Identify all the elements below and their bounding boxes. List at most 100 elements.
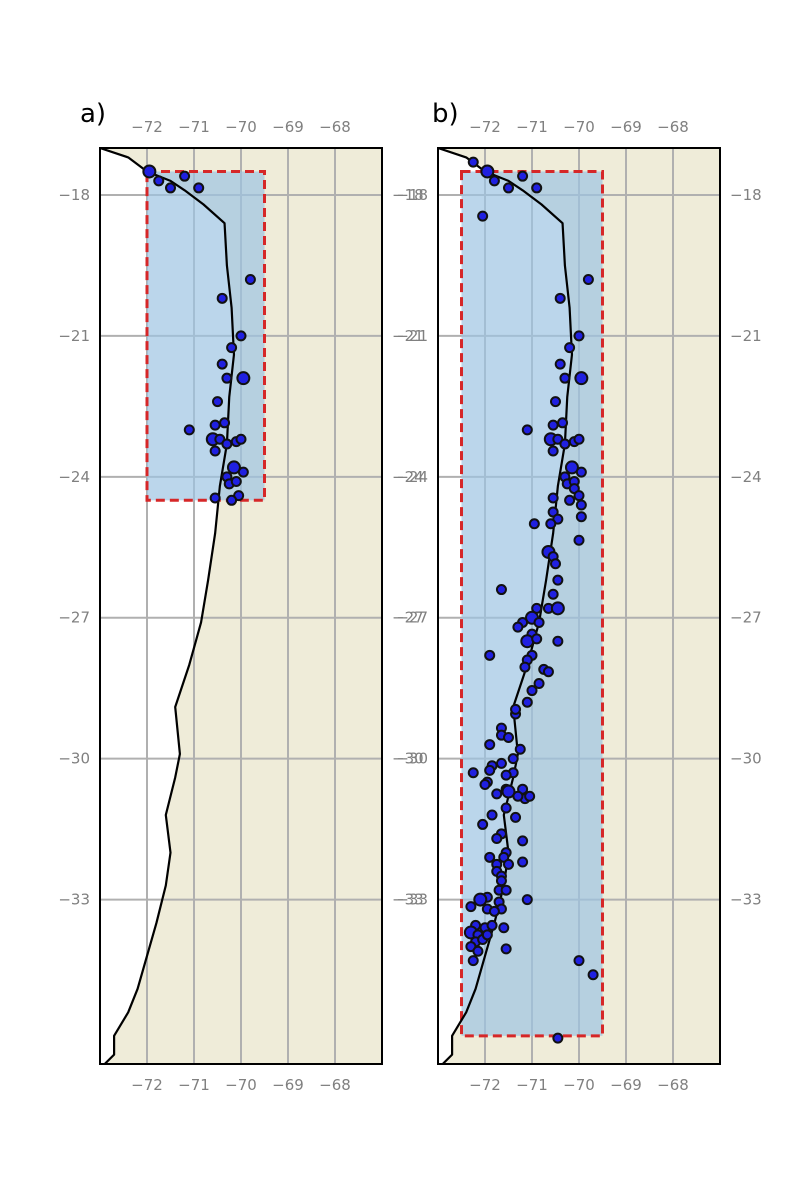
earthquake-marker: [524, 790, 536, 802]
earthquake-marker: [193, 182, 205, 194]
earthquake-marker: [574, 371, 589, 386]
earthquake-marker: [559, 438, 571, 450]
lat-tick-label-right: −21: [730, 327, 762, 345]
earthquake-marker: [557, 417, 569, 429]
earthquake-marker: [491, 788, 503, 800]
coastline: [100, 148, 236, 1064]
lat-tick-label-right: −30: [392, 750, 424, 768]
lat-tick-label-right: −21: [392, 327, 424, 345]
earthquake-marker: [587, 969, 599, 981]
lat-tick-label-right: −33: [392, 891, 424, 909]
lon-tick-label-bottom: −72: [131, 1076, 163, 1094]
earthquake-marker: [503, 732, 514, 744]
earthquake-marker: [550, 558, 561, 570]
earthquake-marker: [216, 292, 228, 304]
earthquake-marker: [564, 460, 579, 475]
map-body: [100, 148, 382, 1064]
lon-tick-label-top: −71: [178, 118, 210, 136]
earthquake-marker: [512, 621, 524, 633]
earthquake-marker: [517, 856, 529, 868]
earthquake-marker: [477, 818, 489, 830]
lat-tick-label-left: −33: [396, 891, 428, 909]
earthquake-marker: [495, 875, 507, 887]
earthquake-marker: [479, 779, 491, 791]
earthquake-marker: [575, 511, 587, 523]
earthquake-marker: [500, 769, 512, 781]
earthquake-marker: [573, 534, 585, 546]
earthquake-marker: [142, 164, 157, 179]
earthquake-marker: [209, 445, 221, 457]
earthquake-marker: [212, 396, 223, 408]
lon-tick-label-bottom: −71: [516, 1076, 548, 1094]
earthquake-marker: [235, 330, 247, 342]
earthquake-marker: [179, 170, 191, 182]
earthquake-marker: [547, 588, 559, 600]
earthquake-marker: [517, 170, 529, 182]
lat-tick-label-right: −30: [730, 750, 762, 768]
lon-tick-label-bottom: −70: [563, 1076, 595, 1094]
earthquake-marker: [237, 466, 249, 478]
earthquake-marker: [520, 634, 535, 649]
lon-tick-label-top: −68: [319, 118, 351, 136]
earthquake-marker: [533, 678, 545, 690]
earthquake-marker: [575, 499, 587, 511]
lat-tick-label-left: −24: [396, 468, 428, 486]
lat-tick-label-right: −24: [392, 468, 424, 486]
lon-tick-label-top: −71: [516, 118, 548, 136]
earthquake-marker: [467, 955, 479, 967]
earthquake-marker: [545, 518, 557, 530]
earthquake-marker: [500, 802, 512, 814]
earthquake-marker: [564, 494, 576, 506]
lon-tick-label-top: −70: [563, 118, 595, 136]
earthquake-marker: [477, 210, 489, 222]
lat-tick-label-left: −27: [396, 609, 428, 627]
earthquake-marker: [575, 466, 587, 478]
lat-tick-label-left: −33: [58, 891, 90, 909]
study-region-box: [460, 169, 604, 1038]
earthquake-marker: [559, 372, 571, 384]
earthquake-marker: [488, 905, 500, 917]
coastline: [438, 148, 574, 1064]
lat-tick-label-left: −30: [58, 750, 90, 768]
earthquake-marker: [484, 739, 496, 751]
earthquake-marker: [165, 182, 176, 194]
earthquake-marker: [550, 601, 565, 616]
earthquake-marker: [486, 809, 498, 821]
earthquake-marker: [226, 494, 238, 506]
lat-tick-label-left: −18: [58, 186, 90, 204]
earthquake-marker: [244, 274, 256, 286]
lon-tick-label-top: −69: [272, 118, 304, 136]
earthquake-marker: [226, 342, 238, 354]
earthquake-marker: [528, 518, 540, 530]
map-panel-b: −72 −72 −71 −71 −70 −70 −69 −69 −68 −68 −18 −18 −21 −…: [396, 99, 761, 1094]
earthquake-marker: [498, 922, 510, 934]
lat-tick-label-right: −18: [392, 186, 424, 204]
earthquake-marker: [510, 703, 522, 715]
earthquake-marker: [547, 445, 559, 457]
earthquake-marker: [552, 635, 564, 647]
earthquake-marker: [467, 156, 479, 168]
lon-tick-label-top: −72: [131, 118, 163, 136]
map-frame: [99, 147, 383, 1065]
earthquake-marker: [519, 661, 531, 673]
earthquake-marker: [573, 490, 585, 502]
earthquake-marker: [573, 955, 585, 967]
earthquake-marker: [507, 753, 519, 765]
earthquake-marker: [542, 666, 554, 678]
earthquake-marker: [564, 342, 576, 354]
map-panel-a: −72 −72 −71 −71 −70 −70 −69 −69 −68 −68 −18 −18 −21 −…: [58, 99, 423, 1094]
map-frame: [437, 147, 721, 1065]
earthquake-marker: [514, 743, 526, 755]
lon-tick-label-bottom: −69: [272, 1076, 304, 1094]
earthquake-marker: [554, 292, 566, 304]
earthquake-marker: [503, 858, 514, 870]
lon-tick-label-bottom: −70: [225, 1076, 257, 1094]
earthquake-marker: [510, 811, 522, 823]
earthquake-marker: [531, 633, 543, 645]
lat-tick-label-left: −21: [396, 327, 428, 345]
lon-tick-label-bottom: −71: [178, 1076, 210, 1094]
earthquake-marker: [183, 424, 195, 436]
earthquake-marker: [554, 358, 566, 370]
panel-label: b): [432, 99, 459, 129]
